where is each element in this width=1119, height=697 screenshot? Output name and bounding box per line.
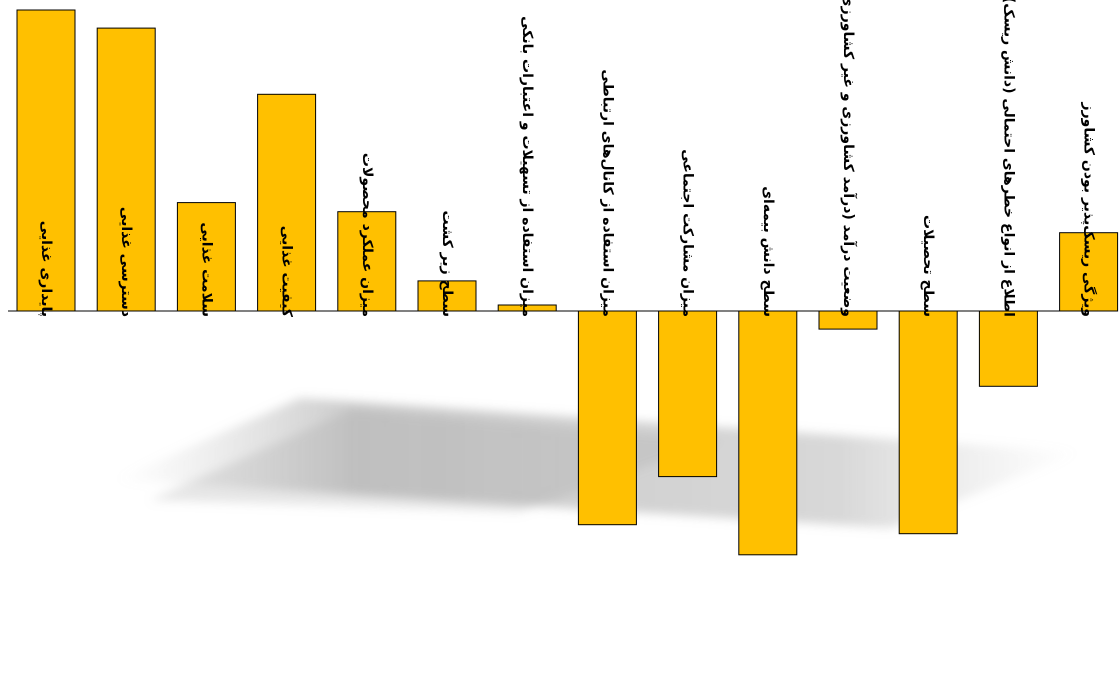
- category-label-4: کیفیت غذایی: [279, 226, 295, 318]
- category-label-6: سطح زیر کشت: [439, 211, 455, 317]
- category-label-1: پایداری غذایی: [38, 221, 54, 317]
- bar-5: [337, 211, 397, 312]
- category-label-5: میزان عملکرد محصولات: [359, 153, 375, 317]
- bar-13: [978, 310, 1038, 387]
- category-label-3: سلامت غذایی: [198, 222, 214, 317]
- bar-12: [898, 310, 958, 535]
- category-label-14: ویژگی ریسک‌پذیر بودن کشاورز: [1081, 102, 1098, 317]
- category-labels-group: پایداری غذایی دسترسی غذایی سلامت غذایی کیفی…: [38, 0, 1098, 318]
- category-label-8: میزان استفاده از کانال‌های ارتباطی: [599, 69, 615, 317]
- bar-14: [1059, 232, 1119, 312]
- bar-9: [658, 310, 718, 478]
- category-label-2: دسترسی غذایی: [118, 207, 134, 317]
- bar-8: [577, 310, 637, 526]
- bars-group: [16, 9, 1119, 556]
- bar-2: [96, 27, 156, 312]
- bar-7: [497, 304, 557, 312]
- category-label-7: میزان استفاده از تسهیلات و اعتبارات بانک…: [519, 16, 535, 317]
- category-label-10: سطح دانش بیمه‌ای: [760, 186, 776, 317]
- bar-6: [417, 280, 477, 312]
- category-label-11: وضعیت درآمد (درآمد کشاورزی و غیر کشاورزی…: [840, 0, 858, 317]
- bar-3: [176, 202, 236, 312]
- bar-1: [16, 9, 76, 312]
- bar-10: [738, 310, 798, 556]
- bar-11: [818, 310, 878, 330]
- bar-4: [257, 93, 317, 312]
- category-label-9: میزان مشارکت اجتماعی: [680, 149, 696, 317]
- category-label-12: سطح تحصیلات: [920, 215, 936, 317]
- category-label-13: اطلاع از انواع خطرهای احتمالی (دانش ریسک…: [1000, 0, 1016, 317]
